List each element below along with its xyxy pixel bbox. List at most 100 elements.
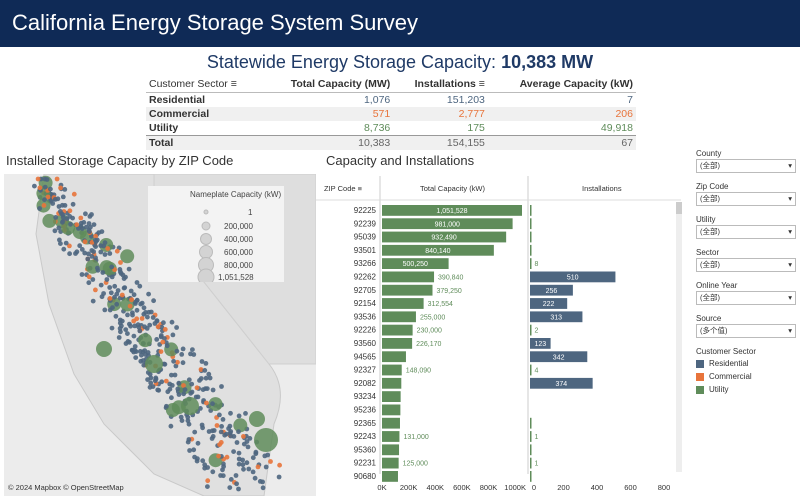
zip-point[interactable] — [137, 328, 143, 334]
capacity-bar[interactable] — [382, 444, 400, 456]
zip-point[interactable] — [176, 392, 182, 397]
zip-point[interactable] — [227, 485, 233, 490]
zip-point[interactable] — [172, 372, 178, 378]
installations-bar[interactable] — [530, 218, 532, 230]
zip-point[interactable] — [74, 249, 80, 255]
zip-point[interactable] — [154, 337, 160, 342]
zip-point[interactable] — [204, 386, 210, 391]
capacity-bar[interactable] — [382, 351, 406, 363]
installations-bar[interactable] — [530, 284, 573, 296]
zip-point[interactable] — [150, 315, 156, 320]
zip-point[interactable] — [95, 265, 100, 271]
zip-point[interactable] — [90, 298, 96, 304]
zip-point[interactable] — [77, 243, 83, 249]
zip-point[interactable] — [98, 243, 104, 248]
zip-point[interactable] — [60, 194, 66, 200]
col-sector[interactable]: Customer Sector ≡ — [146, 76, 263, 93]
installations-bar[interactable] — [530, 417, 532, 429]
zip-point[interactable] — [127, 303, 133, 309]
zip-point[interactable] — [132, 344, 138, 349]
zip-point[interactable] — [42, 213, 57, 228]
zip-point[interactable] — [139, 352, 144, 358]
zip-point[interactable] — [91, 249, 96, 254]
zip-point[interactable] — [141, 305, 147, 311]
zip-point[interactable] — [99, 229, 105, 234]
zip-point[interactable] — [210, 401, 215, 407]
capacity-bar[interactable] — [382, 377, 402, 389]
zip-point[interactable] — [101, 291, 106, 296]
zip-point[interactable] — [130, 312, 135, 318]
zip-point[interactable] — [208, 397, 223, 412]
zip-point[interactable] — [56, 225, 62, 231]
zip-point[interactable] — [44, 177, 50, 182]
zip-point[interactable] — [118, 329, 123, 335]
zip-point[interactable] — [176, 380, 182, 386]
zip-point[interactable] — [262, 453, 268, 459]
zip-point[interactable] — [102, 252, 108, 257]
zip-point[interactable] — [277, 462, 282, 468]
zip-point[interactable] — [71, 191, 77, 197]
zip-point[interactable] — [89, 212, 94, 217]
zip-point[interactable] — [128, 288, 134, 294]
zip-point[interactable] — [115, 288, 121, 293]
zip-point[interactable] — [147, 371, 153, 377]
zip-point[interactable] — [182, 387, 188, 392]
zip-point[interactable] — [151, 298, 157, 304]
zip-point[interactable] — [82, 239, 88, 245]
zip-point[interactable] — [58, 209, 63, 214]
capacity-bar[interactable] — [382, 205, 522, 216]
zip-point[interactable] — [109, 274, 115, 280]
zip-point[interactable] — [219, 424, 225, 429]
zip-point[interactable] — [205, 484, 210, 489]
zip-point[interactable] — [180, 346, 186, 352]
zip-point[interactable] — [116, 335, 122, 340]
zip-point[interactable] — [79, 247, 85, 252]
zip-point[interactable] — [231, 449, 237, 454]
zip-point[interactable] — [91, 222, 97, 227]
zip-point[interactable] — [107, 251, 113, 256]
zip-point[interactable] — [187, 448, 193, 453]
col-average[interactable]: Average Capacity (kW) — [487, 76, 636, 93]
zip-point[interactable] — [52, 197, 58, 202]
installations-bar[interactable] — [530, 205, 532, 216]
zip-point[interactable] — [79, 272, 85, 277]
zip-point[interactable] — [159, 324, 165, 330]
zip-point[interactable] — [175, 359, 180, 365]
zip-point[interactable] — [192, 454, 198, 460]
zip-point[interactable] — [263, 464, 269, 470]
capacity-bar[interactable] — [382, 391, 401, 402]
zip-point[interactable] — [107, 285, 113, 290]
capacity-bar[interactable] — [382, 298, 424, 309]
zip-point[interactable] — [186, 437, 192, 442]
zip-point[interactable] — [125, 331, 130, 336]
zip-point[interactable] — [62, 187, 68, 192]
zip-point[interactable] — [198, 406, 203, 411]
zip-point[interactable] — [93, 233, 98, 239]
zip-point[interactable] — [110, 305, 115, 310]
zip-point[interactable] — [137, 349, 143, 354]
zip-point[interactable] — [85, 256, 91, 262]
zip-point[interactable] — [83, 224, 89, 230]
zip-point[interactable] — [37, 206, 42, 211]
zip-point[interactable] — [146, 291, 152, 297]
zip-point[interactable] — [79, 226, 85, 231]
zip-point[interactable] — [56, 204, 62, 209]
capacity-bar[interactable] — [382, 404, 401, 416]
zip-point[interactable] — [45, 194, 51, 200]
capacity-bar[interactable] — [382, 218, 513, 230]
zip-point[interactable] — [218, 429, 224, 435]
zip-point[interactable] — [86, 221, 92, 226]
zip-point[interactable] — [194, 385, 200, 391]
zip-point[interactable] — [131, 349, 137, 355]
zip-point[interactable] — [140, 358, 146, 363]
zip-point[interactable] — [207, 375, 213, 381]
zip-point[interactable] — [89, 240, 95, 245]
zip-point[interactable] — [155, 324, 161, 330]
scrollbar-thumb[interactable] — [676, 202, 682, 214]
zip-point[interactable] — [244, 460, 250, 466]
zip-point[interactable] — [76, 226, 81, 231]
zip-point[interactable] — [145, 377, 151, 382]
zip-point[interactable] — [114, 248, 120, 254]
capacity-bar[interactable] — [382, 431, 400, 442]
zip-point[interactable] — [247, 436, 253, 441]
